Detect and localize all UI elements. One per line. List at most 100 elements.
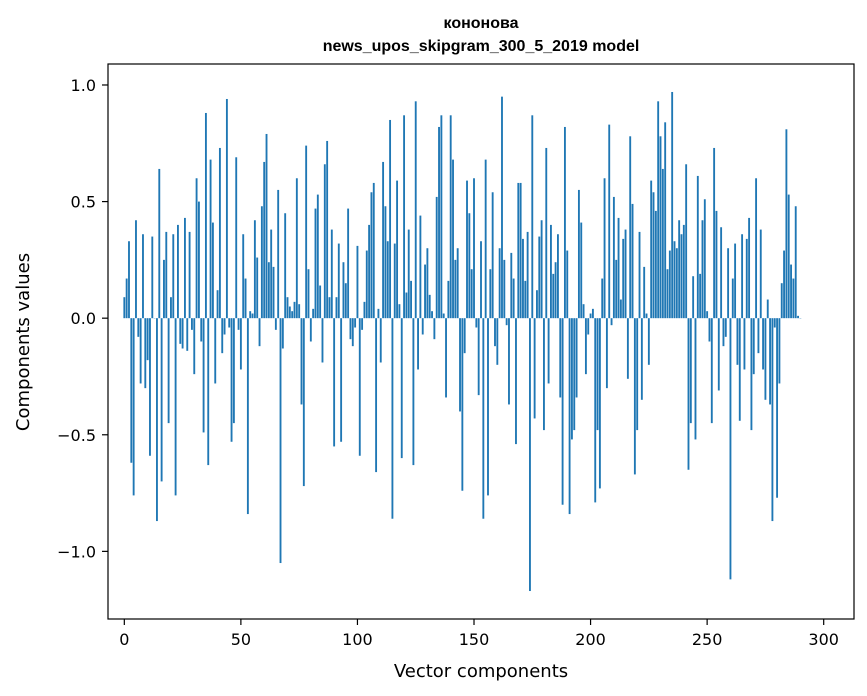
- bar: [769, 318, 772, 405]
- bar: [787, 194, 790, 319]
- x-tick-label: 100: [342, 630, 373, 649]
- bar: [708, 318, 711, 342]
- bar: [463, 318, 466, 354]
- x-tick-label: 50: [231, 630, 251, 649]
- bar: [750, 318, 753, 431]
- bar: [218, 147, 221, 319]
- x-tick-label: 0: [119, 630, 129, 649]
- bar: [142, 234, 144, 319]
- bar: [291, 311, 294, 319]
- bar: [477, 318, 480, 396]
- bar: [433, 318, 436, 340]
- bar: [701, 220, 704, 319]
- bar: [344, 283, 347, 319]
- bar: [608, 124, 611, 319]
- bar: [330, 229, 333, 319]
- bar: [309, 318, 312, 342]
- bar: [123, 297, 126, 319]
- bar: [349, 318, 352, 340]
- bar: [377, 308, 380, 319]
- bar: [531, 115, 534, 319]
- bar: [696, 175, 699, 319]
- bar: [557, 234, 559, 319]
- bar: [426, 248, 429, 319]
- bar: [461, 318, 464, 491]
- bar: [221, 318, 224, 354]
- bar: [605, 318, 608, 389]
- bar: [389, 119, 392, 319]
- bar: [207, 318, 210, 466]
- bar: [517, 182, 520, 319]
- bar: [181, 318, 184, 349]
- bar: [780, 283, 783, 319]
- bar: [699, 273, 702, 319]
- bar: [682, 224, 685, 319]
- bar: [771, 318, 774, 522]
- bar: [484, 159, 487, 319]
- bar: [710, 318, 713, 424]
- bar: [508, 318, 510, 405]
- bar: [570, 318, 573, 440]
- bar: [314, 208, 317, 319]
- bar: [335, 297, 338, 319]
- bar: [375, 318, 378, 473]
- bar: [333, 318, 336, 447]
- bar: [302, 318, 305, 487]
- x-axis-label: Vector components: [394, 661, 568, 682]
- bar: [230, 318, 233, 442]
- bar: [764, 318, 767, 400]
- bar: [158, 168, 161, 319]
- bar: [253, 220, 256, 319]
- bar: [258, 318, 261, 347]
- bar: [424, 264, 426, 319]
- bar: [612, 196, 615, 319]
- bar: [246, 318, 249, 515]
- y-tick-label: 1.0: [71, 76, 96, 95]
- y-axis-label: Components values: [13, 253, 34, 431]
- bar: [645, 313, 648, 319]
- bar: [232, 318, 235, 424]
- bar: [442, 313, 445, 319]
- bar: [361, 318, 364, 330]
- bar: [706, 311, 709, 319]
- bar: [270, 229, 273, 319]
- bar: [146, 318, 149, 361]
- bar: [337, 243, 340, 319]
- bar: [449, 115, 452, 319]
- bar: [629, 136, 632, 319]
- chart-title: кононова: [444, 15, 519, 32]
- bar: [703, 199, 706, 319]
- bar: [617, 217, 620, 319]
- bar: [193, 318, 196, 375]
- bar: [277, 189, 280, 319]
- bar: [242, 234, 245, 319]
- bar: [223, 318, 226, 335]
- bar: [135, 220, 137, 319]
- bar: [650, 180, 653, 319]
- bar: [759, 229, 762, 319]
- bar: [482, 318, 485, 519]
- bar: [312, 308, 315, 319]
- bar: [783, 250, 785, 319]
- bar: [216, 290, 219, 319]
- bar: [794, 206, 797, 319]
- bar: [300, 318, 303, 405]
- bar: [279, 318, 282, 564]
- bar: [202, 318, 205, 433]
- bar: [589, 313, 592, 319]
- bar: [396, 180, 399, 319]
- bar: [197, 201, 200, 319]
- bar: [689, 318, 692, 424]
- bar: [398, 304, 401, 319]
- bar: [144, 318, 147, 389]
- bar: [745, 238, 748, 319]
- chart-subtitle: news_upos_skipgram_300_5_2019 model: [323, 38, 640, 55]
- bar: [365, 250, 368, 319]
- bar: [552, 273, 555, 319]
- bar: [132, 318, 135, 496]
- bar: [522, 238, 524, 319]
- bar: [720, 227, 723, 319]
- bar: [638, 231, 641, 319]
- bar: [351, 318, 354, 347]
- plot-frame: [107, 63, 855, 620]
